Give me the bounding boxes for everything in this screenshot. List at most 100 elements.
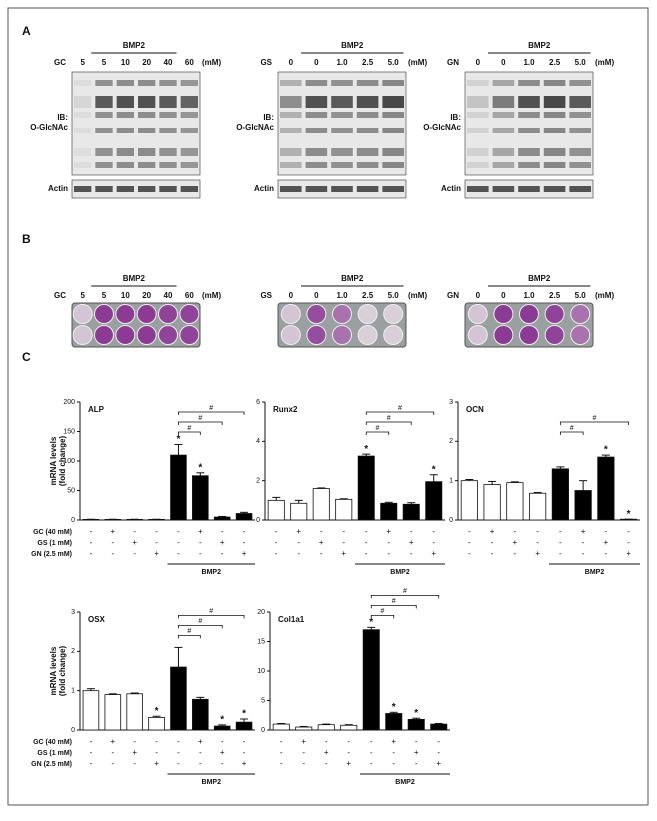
treatment-sign: - [387,538,390,547]
blot-band [356,112,379,118]
treatment-sign: + [391,737,396,746]
blot-band [467,128,489,133]
blot-band [331,128,353,133]
blot-band [467,112,489,118]
blot-band [356,128,379,133]
blot-band [280,128,302,133]
y-tick-label: 6 [256,399,260,406]
treatment-sign: + [431,549,436,558]
blot-band [305,128,328,133]
dose-label: 0 [314,291,319,300]
blot-band [180,148,198,156]
treatment-sign: + [198,737,203,746]
blot-band [280,148,302,156]
bar [620,518,638,521]
significance-star: * [155,706,159,717]
actin-band [331,186,353,192]
bar [104,519,122,521]
agent-label: GS [260,291,272,300]
y-tick-label: 3 [71,609,75,616]
y-tick-label: 50 [67,487,75,494]
dose-label: 10 [121,58,130,67]
well [357,304,378,324]
well [158,304,178,324]
treatment-sign: - [243,748,246,757]
treatment-sign: - [90,748,93,757]
blot-band [280,80,302,86]
blot [71,71,201,176]
unit-label: (mM) [202,58,221,67]
agent-label: GS [260,58,272,67]
well [306,304,327,324]
blot-band [543,148,566,156]
dose-label: 5.0 [388,291,400,300]
dose-label: 0 [476,58,481,67]
blot-band [569,80,591,86]
treatment-sign: - [275,538,278,547]
bracket-label: # [392,598,396,605]
blot-band [518,80,540,86]
panel-label: B [22,232,31,246]
treatment-sign: - [559,527,562,536]
well [72,304,93,324]
blot-band [95,80,113,86]
blot-band [305,148,328,156]
blot-band [116,128,134,133]
actin-band [116,186,134,192]
blot-band [331,148,353,156]
treatment-sign: - [582,538,585,547]
treatment-sign: - [111,748,114,757]
treatment-sign: + [324,748,329,757]
well [179,304,200,324]
blot-band [138,96,156,108]
treatment-sign: - [627,527,630,536]
treatment-name: GC (40 mM) [33,529,72,536]
treatment-sign: + [604,538,609,547]
blot-band [159,80,177,86]
blot [277,71,407,176]
treatment-sign: - [297,538,300,547]
treatment-sign: + [242,549,247,558]
bracket [178,431,201,435]
bar [126,519,143,521]
treatment-sign: - [133,527,136,536]
treatment-sign: - [432,538,435,547]
treatment-sign: + [242,759,247,768]
well [544,304,565,324]
bar [82,690,100,731]
blot-band [543,112,566,118]
actin-band [280,186,302,192]
loading-label: Actin [441,184,461,193]
y-tick-label: 100 [63,458,75,465]
bracket-label: # [403,588,407,595]
bracket [178,635,201,639]
well [467,304,488,324]
well [493,325,514,345]
blot-band [159,148,177,156]
bracket-label: # [209,405,213,412]
treatment-sign: - [275,527,278,536]
y-tick-label: 150 [63,428,75,435]
bracket [178,421,223,425]
treatment-sign: + [490,527,495,536]
treatment-sign: + [220,748,225,757]
y-tick-label: 4 [256,438,260,445]
ib-label: IB: [450,113,461,122]
significance-star: * [432,464,436,475]
treatment-sign: - [199,759,202,768]
treatment-sign: - [155,527,158,536]
blot-band [569,96,591,108]
y-tick-label: 0 [71,517,75,524]
bracket-label: # [593,415,597,422]
dose-label: 20 [142,291,151,300]
treatment-sign: - [199,549,202,558]
dose-label: 0 [289,291,294,300]
bmp2-label: BMP2 [528,274,551,283]
y-axis-label: mRNA levels [49,646,58,695]
treatment-sign: - [468,538,471,547]
treatment-sign: - [536,527,539,536]
bmp2-label: BMP2 [123,274,146,283]
blot-band [280,112,302,118]
blot-band [492,80,515,86]
bar [340,724,358,731]
